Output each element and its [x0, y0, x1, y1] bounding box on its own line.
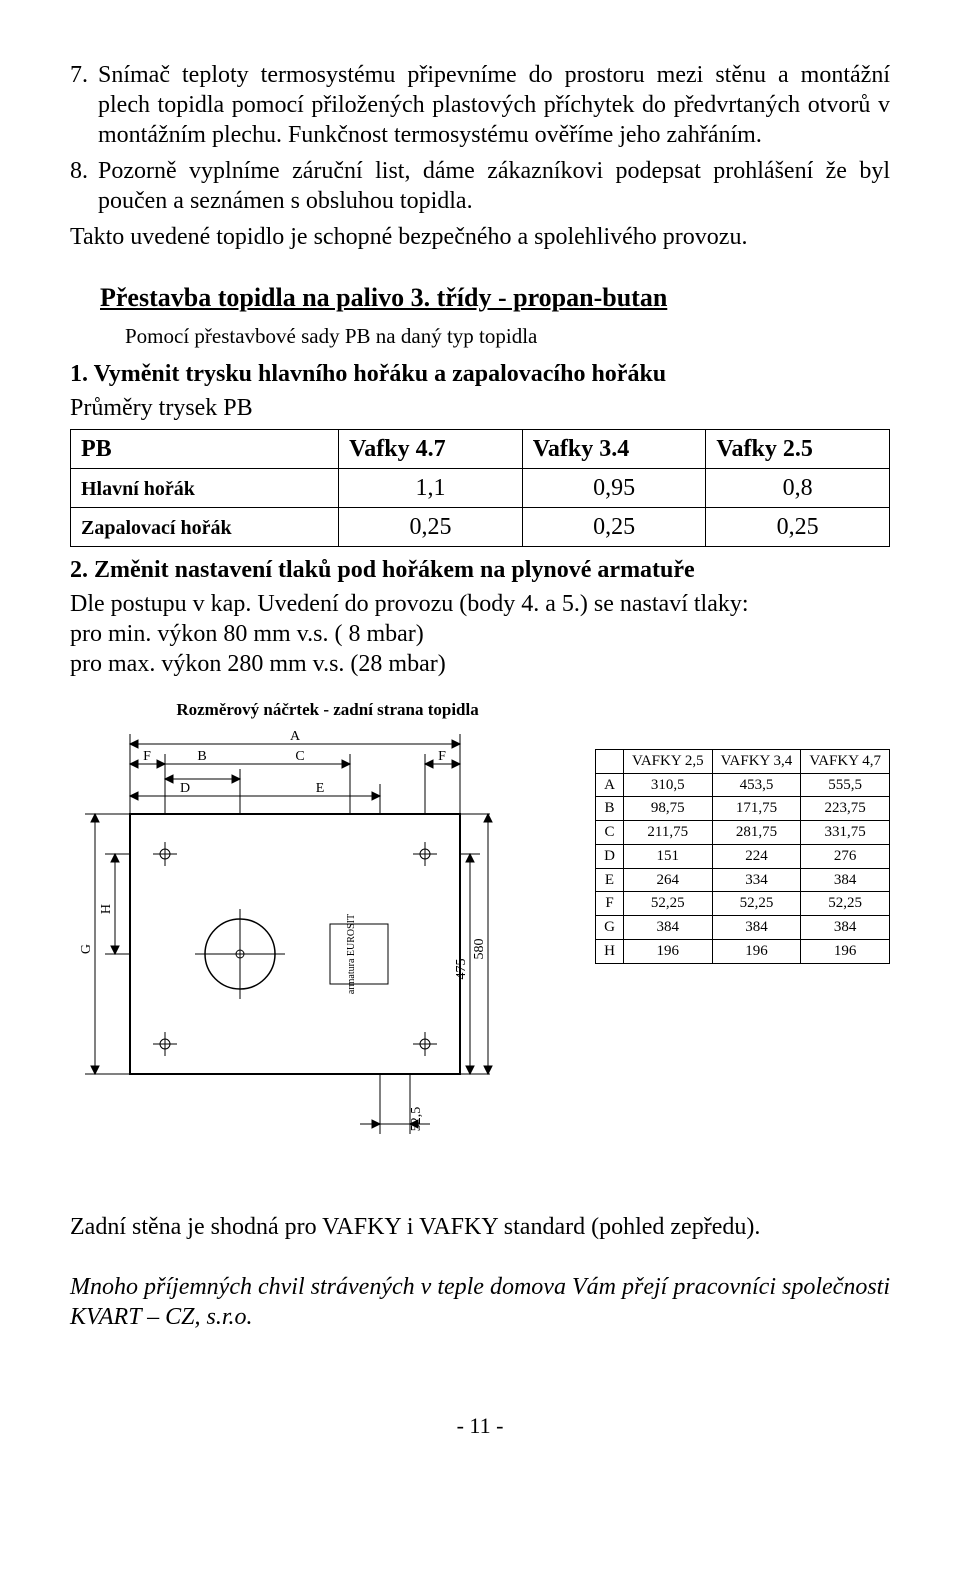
step-2: 2. Změnit nastavení tlaků pod hořákem na…: [70, 555, 890, 585]
cell: 52,25: [801, 892, 890, 916]
dimensions-table: VAFKY 2,5 VAFKY 3,4 VAFKY 4,7 A310,5453,…: [595, 749, 890, 964]
cell: C: [596, 821, 624, 845]
dim-label: E: [316, 781, 325, 796]
pressure-line: pro min. výkon 80 mm v.s. ( 8 mbar): [70, 619, 890, 649]
dim-label: F: [143, 749, 151, 764]
dim-label: 580: [472, 939, 487, 960]
cell: 0,25: [706, 507, 890, 546]
pressure-line: pro max. výkon 280 mm v.s. (28 mbar): [70, 649, 890, 679]
cell: B: [596, 797, 624, 821]
table-row: A310,5453,5555,5: [596, 773, 890, 797]
cell: 276: [801, 844, 890, 868]
cell: 224: [712, 844, 801, 868]
diagram-title: Rozměrový náčrtek - zadní strana topidla: [70, 699, 585, 720]
col-header: VAFKY 4,7: [801, 749, 890, 773]
footer-paragraph: Zadní stěna je shodná pro VAFKY i VAFKY …: [70, 1212, 890, 1242]
cell: 0,8: [706, 468, 890, 507]
nozzle-table: PB Vafky 4.7 Vafky 3.4 Vafky 2.5 Hlavní …: [70, 429, 890, 547]
closing-paragraph: Mnoho příjemných chvil strávených v tepl…: [70, 1272, 890, 1332]
col-header: VAFKY 2,5: [623, 749, 712, 773]
cell: 196: [801, 939, 890, 963]
list-item-8: 8. Pozorně vyplníme záruční list, dáme z…: [70, 156, 890, 216]
list-text: Pozorně vyplníme záruční list, dáme záka…: [98, 156, 890, 216]
col-header: Vafky 2.5: [706, 429, 890, 468]
cell: 310,5: [623, 773, 712, 797]
cell: 171,75: [712, 797, 801, 821]
row-label: Zapalovací hořák: [81, 517, 232, 539]
dim-label: 52,5: [409, 1107, 424, 1132]
cell: 264: [623, 868, 712, 892]
table-row: E264334384: [596, 868, 890, 892]
dimension-drawing: A F B D: [70, 724, 510, 1164]
dim-label: H: [99, 904, 114, 914]
dim-label: C: [295, 749, 304, 764]
cell: 331,75: [801, 821, 890, 845]
page-number: - 11 -: [70, 1412, 890, 1440]
cell: H: [596, 939, 624, 963]
cell: D: [596, 844, 624, 868]
col-header: Vafky 3.4: [522, 429, 706, 468]
dim-label: G: [79, 944, 94, 954]
cell: 384: [801, 916, 890, 940]
cell: 98,75: [623, 797, 712, 821]
diagram-section: Rozměrový náčrtek - zadní strana topidla…: [70, 699, 890, 1172]
cell: 196: [623, 939, 712, 963]
table-row: B98,75171,75223,75: [596, 797, 890, 821]
cell: 384: [712, 916, 801, 940]
col-header: Vafky 4.7: [339, 429, 523, 468]
cell: A: [596, 773, 624, 797]
list-number: 8.: [70, 156, 98, 216]
table-row: F52,2552,2552,25: [596, 892, 890, 916]
cell: 52,25: [623, 892, 712, 916]
col-header: VAFKY 3,4: [712, 749, 801, 773]
col-header: PB: [71, 429, 339, 468]
dim-label: A: [290, 729, 301, 744]
table-row: H196196196: [596, 939, 890, 963]
pressure-line: Dle postupu v kap. Uvedení do provozu (b…: [70, 589, 890, 619]
paragraph: Takto uvedené topidlo je schopné bezpečn…: [70, 222, 890, 252]
cell: 384: [623, 916, 712, 940]
cell: 0,25: [522, 507, 706, 546]
col-header: [596, 749, 624, 773]
cell: G: [596, 916, 624, 940]
dim-label: D: [180, 781, 190, 796]
cell: 211,75: [623, 821, 712, 845]
dim-label: 475: [454, 959, 469, 980]
table-row: Hlavní hořák 1,1 0,95 0,8: [71, 468, 890, 507]
list-item-7: 7. Snímač teploty termosystému připevním…: [70, 60, 890, 150]
cell: 1,1: [339, 468, 523, 507]
list-number: 7.: [70, 60, 98, 150]
cell: 223,75: [801, 797, 890, 821]
cell: 453,5: [712, 773, 801, 797]
list-text: Snímač teploty termosystému připevníme d…: [98, 60, 890, 150]
table-header-row: PB Vafky 4.7 Vafky 3.4 Vafky 2.5: [71, 429, 890, 468]
cell: 384: [801, 868, 890, 892]
dim-label: B: [197, 749, 206, 764]
table-row: D151224276: [596, 844, 890, 868]
table-caption: Průměry trysek PB: [70, 393, 890, 423]
cell: 0,95: [522, 468, 706, 507]
dim-label: F: [438, 749, 446, 764]
step-1: 1. Vyměnit trysku hlavního hořáku a zapa…: [70, 359, 890, 389]
cell: 555,5: [801, 773, 890, 797]
cell: 334: [712, 868, 801, 892]
section-heading: Přestavba topidla na palivo 3. třídy - p…: [100, 282, 890, 315]
table-row: G384384384: [596, 916, 890, 940]
table-row: Zapalovací hořák 0,25 0,25 0,25: [71, 507, 890, 546]
cell: 151: [623, 844, 712, 868]
cell: 281,75: [712, 821, 801, 845]
heading-subnote: Pomocí přestavbové sady PB na daný typ t…: [125, 323, 890, 349]
cell: 196: [712, 939, 801, 963]
cell: E: [596, 868, 624, 892]
cell: F: [596, 892, 624, 916]
cell: 0,25: [339, 507, 523, 546]
armature-label: armatura EUROSIT: [346, 914, 357, 994]
row-label: Hlavní hořák: [81, 478, 195, 500]
cell: 52,25: [712, 892, 801, 916]
table-header-row: VAFKY 2,5 VAFKY 3,4 VAFKY 4,7: [596, 749, 890, 773]
table-row: C211,75281,75331,75: [596, 821, 890, 845]
